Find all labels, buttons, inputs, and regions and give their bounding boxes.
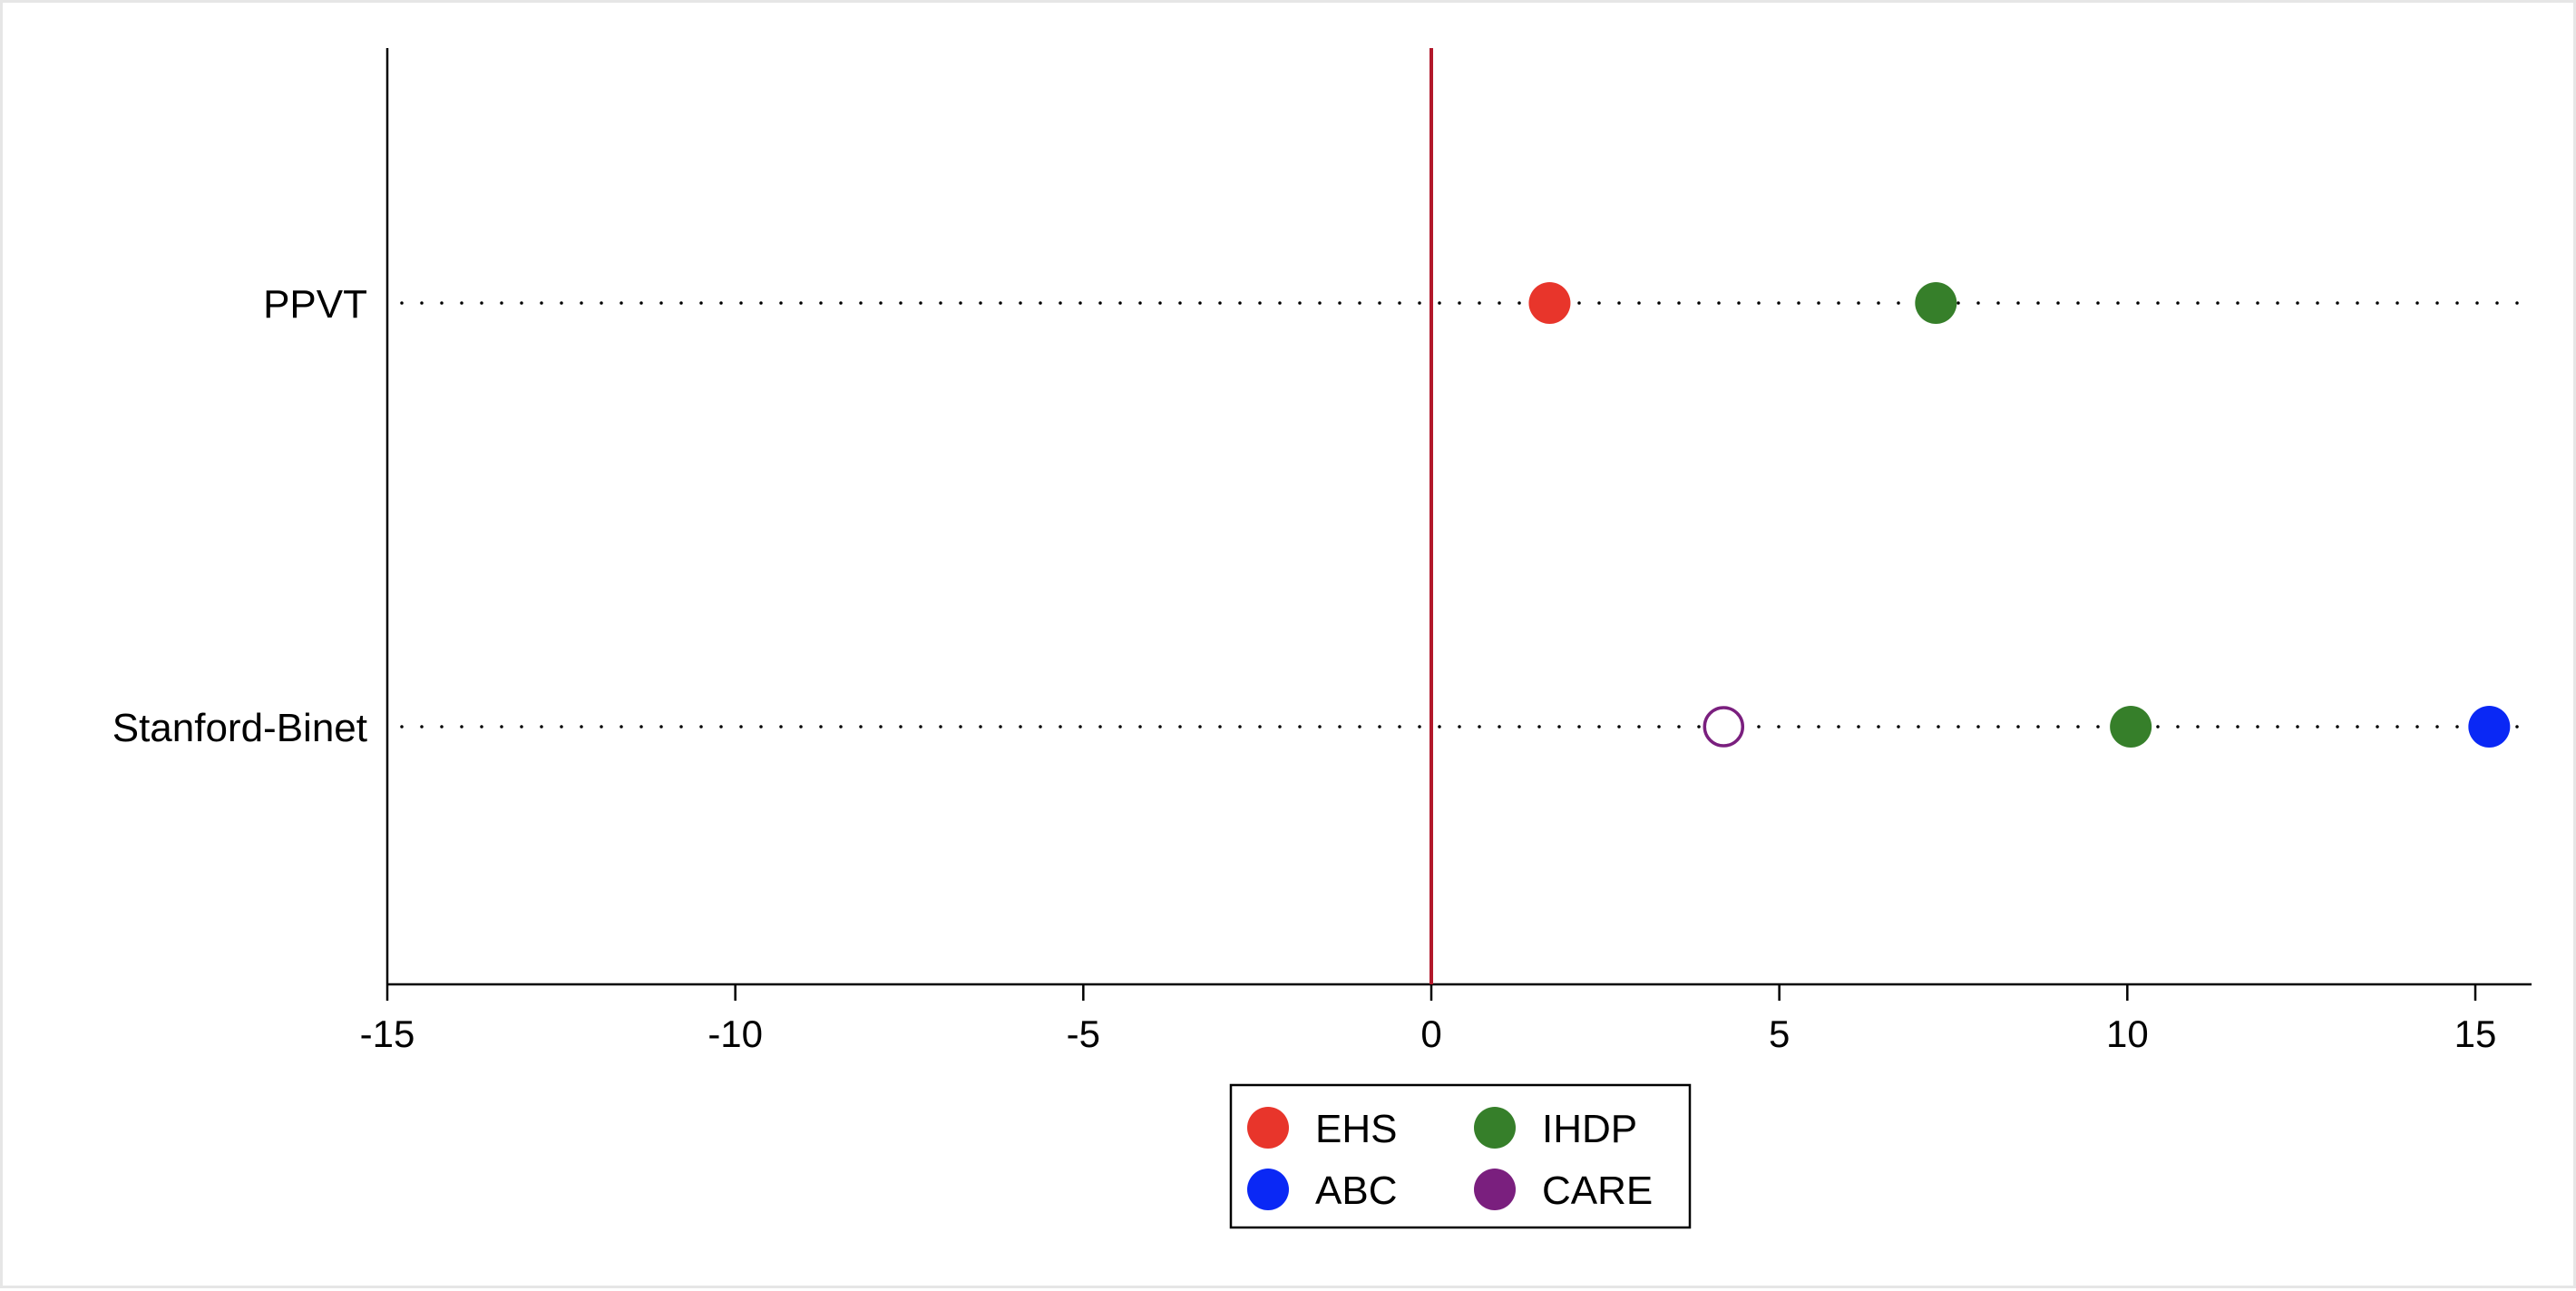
legend-box <box>1229 1083 1692 1229</box>
y-tick-label: Stanford-Binet <box>112 706 367 750</box>
y-tick-label: PPVT <box>263 282 367 327</box>
point-abc <box>2468 706 2511 748</box>
x-tick-label: 15 <box>2454 1012 2497 1055</box>
x-tick-label: 0 <box>1420 1012 1441 1055</box>
legend-label-ehs: EHS <box>1315 1107 1397 1151</box>
point-care <box>1703 706 1745 748</box>
legend-marker-care <box>1474 1169 1516 1210</box>
legend-marker-ihdp <box>1474 1107 1516 1149</box>
x-tick-label: -5 <box>1067 1012 1100 1055</box>
point-ihdp <box>2110 706 2152 748</box>
legend-label-ihdp: IHDP <box>1542 1107 1637 1151</box>
plot-area: PPVT Stanford-Binet -15 -10 -5 0 5 10 15 EHS IHDP A… <box>112 48 2532 1229</box>
x-tick-label: -15 <box>360 1012 415 1055</box>
legend-marker-abc <box>1247 1169 1289 1210</box>
x-tick-label: 5 <box>1769 1012 1790 1055</box>
legend-label-care: CARE <box>1542 1169 1653 1213</box>
point-ihdp <box>1915 282 1957 324</box>
legend-label-abc: ABC <box>1315 1169 1397 1213</box>
point-ehs <box>1528 282 1571 324</box>
legend-marker-ehs <box>1247 1107 1289 1149</box>
x-tick-label: 10 <box>2106 1012 2149 1055</box>
x-tick-label: -10 <box>707 1012 763 1055</box>
